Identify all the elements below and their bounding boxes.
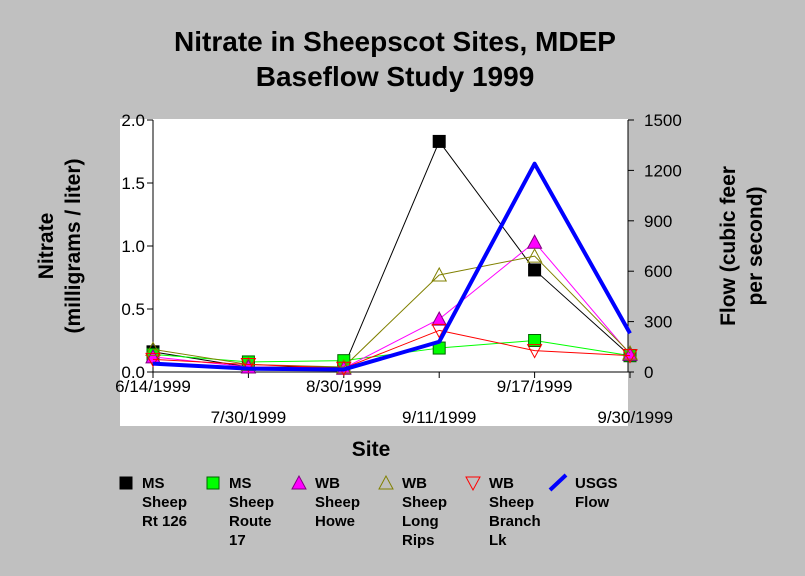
chart-title: Nitrate in Sheepscot Sites, MDEP Baseflo… xyxy=(174,26,616,92)
x-axis-title: Site xyxy=(352,438,391,461)
right-tick-label: 300 xyxy=(644,313,672,332)
legend-item: USGS Flow xyxy=(548,473,618,511)
legend-label: Rt 126 xyxy=(142,513,187,530)
legend-label: USGS xyxy=(575,475,618,492)
right-tick-label: 900 xyxy=(644,212,672,231)
legend-label: Flow xyxy=(575,494,609,511)
legend-label: MS xyxy=(142,475,165,492)
data-point-marker xyxy=(526,248,543,263)
legend-swatch xyxy=(119,476,133,490)
legend-label: Sheep xyxy=(489,494,534,511)
data-point-marker xyxy=(526,344,543,359)
left-tick-label: 0.5 xyxy=(121,300,145,319)
legend-item: MS Sheep Route 17 xyxy=(206,475,274,549)
data-point-marker xyxy=(431,323,448,339)
legend-item: WB Sheep Howe xyxy=(291,474,360,530)
x-tick-label: 9/11/1999 xyxy=(402,408,476,427)
data-point-marker xyxy=(432,134,446,148)
series-line xyxy=(152,161,632,372)
right-tick-label: 1500 xyxy=(644,111,682,130)
x-tick-label: 8/30/1999 xyxy=(306,377,382,396)
x-tick-label: 6/14/1999 xyxy=(115,377,191,396)
data-point-marker xyxy=(145,352,161,368)
axes: 0.0 0.5 1.0 1.5 2.0 0 300 600 900 1200 1500 6/14/19… xyxy=(115,111,682,427)
data-point-marker xyxy=(528,263,542,277)
data-point-marker xyxy=(240,357,257,373)
right-tick-label: 1200 xyxy=(644,161,682,180)
legend-label: Route xyxy=(229,513,272,530)
data-point-marker xyxy=(622,349,638,364)
legend-swatch xyxy=(291,474,307,490)
right-tick-label: 0 xyxy=(644,363,653,382)
x-tick-label: 9/17/1999 xyxy=(497,377,573,396)
legend-label: Lk xyxy=(489,532,507,549)
legend-item: WB Sheep Long Rips xyxy=(378,474,447,549)
series-line xyxy=(152,241,631,369)
left-axis-title-line-1: Nitrate xyxy=(35,213,58,280)
legend-label: Sheep xyxy=(315,494,360,511)
legend-label: Sheep xyxy=(229,494,274,511)
legend-label: Long xyxy=(402,513,439,530)
left-tick-label: 1.5 xyxy=(121,174,145,193)
series-usgs-flow xyxy=(152,161,632,372)
legend-item: MS Sheep Rt 126 xyxy=(119,475,187,530)
chart-title-line-1: Nitrate in Sheepscot Sites, MDEP xyxy=(174,26,616,57)
chart-title-line-2: Baseflow Study 1999 xyxy=(256,61,535,92)
legend-item: WB Sheep Branch Lk xyxy=(465,475,541,549)
left-axis-title-line-2: (milligrams / liter) xyxy=(62,158,85,333)
right-axis-title-line-1: Flow (cubic feer xyxy=(717,166,740,326)
data-point-marker xyxy=(431,266,448,282)
right-tick-label: 600 xyxy=(644,262,672,281)
legend-swatch xyxy=(206,476,220,490)
data-point-marker xyxy=(145,341,161,356)
legend-label: Rips xyxy=(402,532,435,549)
legend-label: WB xyxy=(489,475,514,492)
legend-label: WB xyxy=(315,475,340,492)
series-line xyxy=(152,140,631,368)
left-tick-label: 2.0 xyxy=(121,111,145,130)
legend-label: Howe xyxy=(315,513,355,530)
legend-label: Branch xyxy=(489,513,541,530)
legend-label: 17 xyxy=(229,532,246,549)
legend-swatch xyxy=(548,473,568,492)
data-point-marker xyxy=(431,311,448,326)
x-tick-label: 7/30/1999 xyxy=(211,408,287,427)
left-axis-title: Nitrate (milligrams / liter) xyxy=(35,158,85,333)
legend-label: Sheep xyxy=(402,494,447,511)
right-axis-title-line-2: per second) xyxy=(744,186,767,305)
legend-label: WB xyxy=(402,475,427,492)
left-tick-label: 0.0 xyxy=(121,363,145,382)
series-line xyxy=(152,255,631,368)
legend-swatch xyxy=(378,474,394,490)
legend-label: Sheep xyxy=(142,494,187,511)
legend-swatch xyxy=(465,476,481,492)
right-axis-title: Flow (cubic feer per second) xyxy=(717,166,767,326)
legend-label: MS xyxy=(229,475,252,492)
series-line xyxy=(152,329,631,369)
data-point-marker xyxy=(622,345,638,360)
plot-area xyxy=(120,119,628,426)
series-layer xyxy=(145,134,638,377)
data-point-marker xyxy=(528,334,542,347)
left-tick-label: 1.0 xyxy=(121,237,145,256)
x-tick-label: 9/30/1999 xyxy=(597,408,673,427)
